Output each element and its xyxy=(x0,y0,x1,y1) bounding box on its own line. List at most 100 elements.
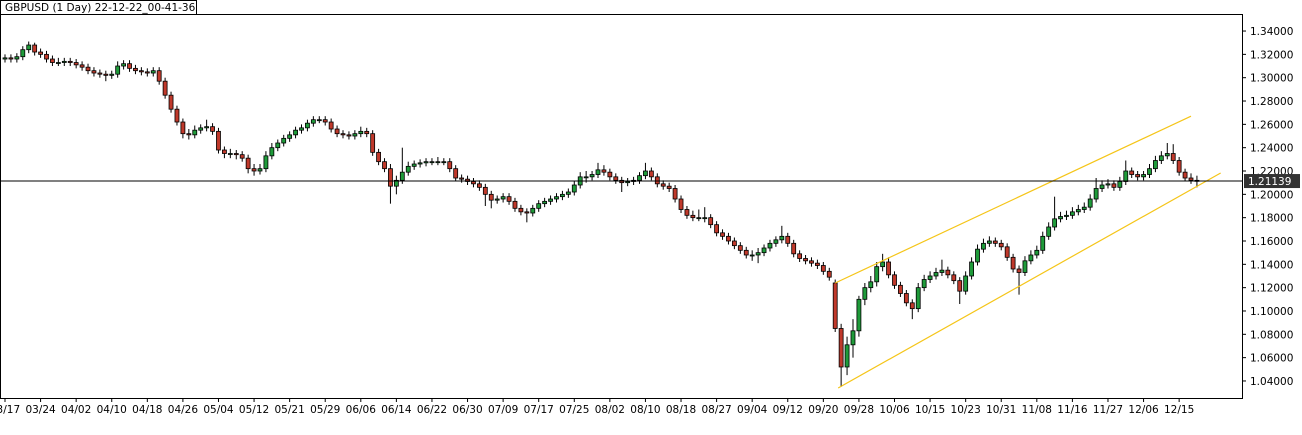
candle-body xyxy=(453,168,459,179)
candle-body xyxy=(91,70,97,74)
candle-body xyxy=(1004,246,1010,258)
candle-body xyxy=(156,70,162,82)
candle-body xyxy=(1135,174,1141,178)
candle-body xyxy=(174,108,180,123)
candle-body xyxy=(909,302,915,310)
candle-body xyxy=(287,134,293,139)
candle-body xyxy=(14,56,20,60)
candles xyxy=(2,41,1200,387)
candle-body xyxy=(263,155,269,170)
y-tick-label: 1.10000 xyxy=(1250,306,1293,318)
candle-body xyxy=(127,63,132,69)
y-tick-label: 1.16000 xyxy=(1250,236,1293,248)
candle-body xyxy=(144,71,150,74)
x-tick-label: 08/02 xyxy=(595,404,625,416)
candle-body xyxy=(8,57,14,60)
candle-body xyxy=(726,235,731,242)
candle-body xyxy=(216,130,221,151)
y-tick-label: 1.14000 xyxy=(1250,259,1293,271)
candle-body xyxy=(382,161,387,170)
channel-line xyxy=(834,115,1192,284)
candle-body xyxy=(720,232,725,237)
candle-body xyxy=(488,193,494,201)
candle-body xyxy=(880,261,886,268)
y-tick-label: 1.18000 xyxy=(1250,213,1293,225)
candle-body xyxy=(761,247,767,254)
y-tick-label: 1.32000 xyxy=(1250,49,1293,61)
candle-body xyxy=(963,275,969,292)
candle-body xyxy=(1075,209,1081,213)
candle-body xyxy=(1052,218,1058,228)
price-label: 1.21139 xyxy=(1248,176,1291,188)
candle-body xyxy=(625,181,631,184)
candle-body xyxy=(809,260,814,264)
candle-body xyxy=(500,196,506,200)
candle-body xyxy=(714,224,719,234)
candle-body xyxy=(494,198,500,201)
candle-body xyxy=(411,163,417,167)
candle-body xyxy=(826,270,832,278)
candle-body xyxy=(192,129,198,136)
candle-body xyxy=(376,151,381,163)
candle-body xyxy=(245,157,251,170)
candle-body xyxy=(560,193,565,198)
x-tick-label: 09/04 xyxy=(737,404,768,416)
candle-body xyxy=(518,207,524,213)
candle-body xyxy=(595,169,601,175)
candle-body xyxy=(583,176,589,179)
candle-body xyxy=(328,121,334,130)
candle-body xyxy=(791,242,797,255)
candle-body xyxy=(737,245,743,251)
candle-body xyxy=(358,130,364,135)
candle-body xyxy=(1087,198,1093,208)
x-tick-label: 12/15 xyxy=(1164,404,1194,416)
candle-body xyxy=(55,62,61,64)
candle-body xyxy=(257,168,263,172)
x-tick-label: 07/25 xyxy=(559,404,589,416)
candle-body xyxy=(1093,188,1099,200)
candle-body xyxy=(957,280,963,292)
candle-body xyxy=(67,60,73,63)
candle-body xyxy=(476,183,482,188)
candle-body xyxy=(417,162,423,165)
candle-body xyxy=(423,161,429,164)
candle-body xyxy=(447,161,453,170)
candle-body xyxy=(945,269,951,276)
candle-body xyxy=(61,60,67,63)
x-tick-label: 05/21 xyxy=(275,404,305,416)
x-tick-label: 06/22 xyxy=(417,404,447,416)
candle-body xyxy=(1129,170,1135,175)
x-tick-label: 11/16 xyxy=(1057,404,1088,416)
candle-body xyxy=(565,191,571,195)
candle-body xyxy=(856,298,862,332)
y-tick-label: 1.24000 xyxy=(1250,143,1293,155)
candle-body xyxy=(554,196,559,200)
candle-body xyxy=(322,119,328,123)
chart-title: GBPUSD (1 Day) 22-12-22_00-41-36 xyxy=(5,2,196,14)
x-tick-label: 07/17 xyxy=(524,404,554,416)
candle-body xyxy=(803,258,808,262)
candle-body xyxy=(1010,256,1016,270)
candle-body xyxy=(1028,254,1034,262)
candle-body xyxy=(838,328,844,368)
candle-body xyxy=(429,161,435,164)
candle-body xyxy=(767,242,773,249)
candle-body xyxy=(898,284,903,294)
candle-body xyxy=(210,126,215,132)
candle-body xyxy=(1105,183,1111,186)
candle-body xyxy=(115,65,121,75)
candle-body xyxy=(815,262,820,266)
candle-body xyxy=(441,161,447,164)
x-tick-label: 09/12 xyxy=(773,404,803,416)
candle-body xyxy=(690,214,696,219)
candle-body xyxy=(1070,211,1075,216)
candle-body xyxy=(20,49,26,58)
candle-body xyxy=(198,127,204,131)
candle-body xyxy=(530,207,536,214)
candle-body xyxy=(251,168,257,172)
candle-body xyxy=(150,70,156,74)
y-tick-label: 1.04000 xyxy=(1250,376,1293,388)
candle-body xyxy=(975,248,980,263)
candle-body xyxy=(613,176,619,181)
